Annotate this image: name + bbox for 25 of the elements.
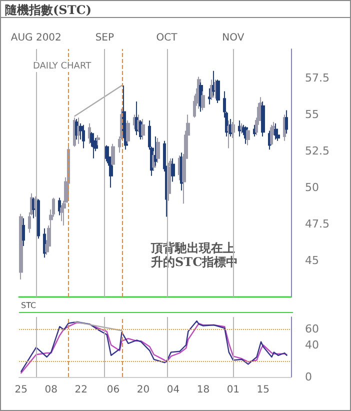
y-tick-label: 60 <box>305 322 319 336</box>
y-tick-label: 0 <box>305 370 312 384</box>
x-tick-label: 06 <box>106 384 120 396</box>
y-tick-label: 47.5 <box>305 218 330 231</box>
y-tick-label: 57.5 <box>305 72 330 85</box>
x-tick-label: 08 <box>44 384 58 396</box>
y-tick-label: 52.5 <box>305 144 330 158</box>
ref-line-label: SEP <box>95 32 114 44</box>
ref-line-label: NOV <box>222 32 244 44</box>
x-tick-label: 18 <box>196 384 210 396</box>
y-tick-label: 45 <box>305 254 319 268</box>
chart-title: 隨機指數(STC) <box>1 1 350 18</box>
chart-title: STC <box>19 300 293 313</box>
x-tick-label: 04 <box>166 384 180 396</box>
text: DAILY CHART <box>33 62 92 72</box>
x-tick-label: 22 <box>74 384 88 396</box>
x-tick-label: 01 <box>226 384 240 396</box>
x-tick-label: 25 <box>14 384 28 396</box>
ref-line-label: OCT <box>156 32 178 44</box>
ref-line-label: AUG 2002 <box>10 32 62 44</box>
y-tick-label: 50 <box>305 181 319 194</box>
x-tick-label: 20 <box>136 384 150 396</box>
y-tick-label: 55 <box>305 108 319 122</box>
y-tick-label: 40 <box>305 338 319 352</box>
x-tick-label: 15 <box>256 384 270 396</box>
